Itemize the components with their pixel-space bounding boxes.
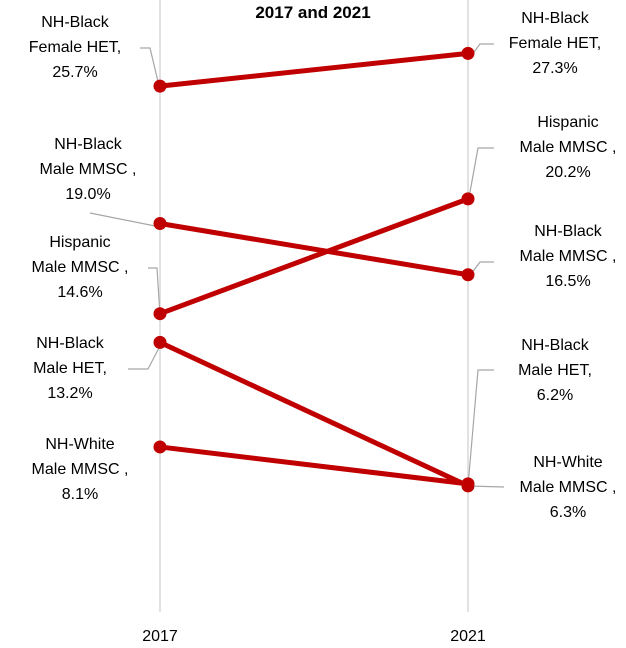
x-tick-label-2017: 2017 [142, 628, 178, 645]
data-label-nh-black-male-het-2017: NH-Black Male HET, 13.2% [0, 331, 145, 406]
point-nh-black-male-mmsc-2017 [153, 217, 167, 230]
point-hispanic-male-mmsc-2017 [153, 307, 167, 321]
data-label-nh-black-male-het-2021: NH-Black Male HET, 6.2% [480, 333, 626, 408]
data-label-line: NH-Black [521, 337, 589, 354]
leader-line-nh-black-male-het-2017 [128, 345, 161, 370]
point-nh-black-female-het-2017 [153, 79, 167, 93]
leader-line-hispanic-male-mmsc-2021 [467, 147, 494, 204]
data-label-line: 19.0% [65, 186, 111, 203]
point-hispanic-male-mmsc-2021 [461, 192, 475, 206]
data-label-nh-black-female-het-2021: NH-Black Female HET, 27.3% [480, 6, 626, 81]
series-line-nh-black-female-het [157, 50, 471, 89]
point-nh-black-male-het-2017 [153, 335, 167, 349]
point-nh-white-male-mmsc-2021 [461, 477, 475, 491]
data-label-line: 14.6% [57, 284, 103, 301]
chart-title: 2017 and 2021 [255, 3, 371, 22]
data-label-line: Male HET, [518, 362, 592, 379]
data-label-line: NH-White [45, 436, 115, 453]
data-label-line: Male MMSC , [519, 479, 617, 496]
data-label-line: Male MMSC , [39, 161, 137, 178]
data-label-line: NH-Black [534, 223, 602, 240]
series-line-hispanic-male-mmsc [157, 196, 471, 317]
data-label-line: 20.2% [545, 164, 591, 181]
data-label-line: Female HET, [28, 39, 122, 56]
data-label-nh-white-male-mmsc-2021: NH-White Male MMSC , 6.3% [493, 450, 626, 525]
leader-line-nh-black-male-het-2021 [467, 369, 494, 487]
data-label-line: 16.5% [545, 273, 591, 290]
data-label-line: NH-Black [36, 335, 104, 352]
data-label-nh-black-male-mmsc-2021: NH-Black Male MMSC , 16.5% [493, 219, 626, 294]
data-label-line: NH-Black [521, 10, 589, 27]
series-line-nh-white-male-mmsc [157, 444, 471, 487]
leader-line-hispanic-male-mmsc-2017 [148, 267, 161, 316]
data-label-hispanic-male-mmsc-2021: Hispanic Male MMSC , 20.2% [493, 110, 626, 185]
series-line-nh-black-male-het [157, 339, 471, 489]
data-label-line: Male MMSC , [31, 461, 129, 478]
point-nh-black-female-het-2021 [461, 46, 475, 60]
point-nh-black-male-mmsc-2021 [461, 268, 475, 282]
data-label-line: NH-Black [41, 14, 109, 31]
data-label-line: 27.3% [532, 60, 578, 77]
data-label-line: Hispanic [537, 114, 599, 131]
data-label-line: Male HET, [33, 360, 107, 377]
data-label-line: 6.2% [536, 387, 574, 404]
series-line-nh-black-male-mmsc [157, 221, 471, 278]
leader-line-nh-black-female-het-2017 [140, 47, 161, 91]
data-label-line: Male MMSC , [31, 259, 129, 276]
data-label-nh-black-female-het-2017: NH-Black Female HET, 25.7% [0, 10, 150, 85]
point-nh-white-male-mmsc-2017 [153, 440, 167, 454]
data-label-line: 8.1% [61, 486, 99, 503]
data-label-line: Male MMSC , [519, 139, 617, 156]
data-label-line: 13.2% [47, 385, 93, 402]
data-label-nh-white-male-mmsc-2017: NH-White Male MMSC , 8.1% [5, 432, 155, 507]
data-label-line: Male MMSC , [519, 248, 617, 265]
data-label-nh-black-male-mmsc-2017: NH-Black Male MMSC , 19.0% [13, 132, 163, 207]
data-label-line: 6.3% [549, 504, 587, 521]
data-label-line: 25.7% [52, 64, 98, 81]
data-label-line: NH-White [533, 454, 603, 471]
data-label-hispanic-male-mmsc-2017: Hispanic Male MMSC , 14.6% [5, 230, 155, 305]
leader-line-nh-black-male-mmsc-2017 [89, 212, 161, 228]
data-label-line: Female HET, [508, 35, 602, 52]
x-tick-label-2021: 2021 [450, 628, 486, 645]
data-label-line: NH-Black [54, 136, 122, 153]
data-label-line: Hispanic [49, 234, 111, 251]
